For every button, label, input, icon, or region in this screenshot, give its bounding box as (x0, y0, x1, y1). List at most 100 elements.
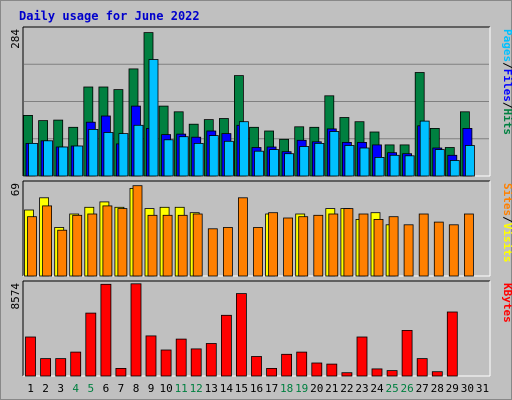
bar-kbytes-day-6 (100, 283, 112, 377)
bar-pages-day-9 (148, 59, 159, 177)
bar-sites-day-20 (313, 214, 324, 277)
bar-pages-day-28 (434, 149, 445, 177)
bar-sites-day-4 (72, 214, 83, 277)
bar-pages-day-1 (28, 142, 38, 177)
bar-kbytes-day-19 (296, 351, 308, 377)
panel-legend: KBytes (501, 283, 512, 323)
bar-sites-day-28 (433, 221, 444, 277)
bar-sites-day-3 (57, 229, 68, 277)
legend-entry: / (501, 62, 512, 69)
x-tick-label: 22 (340, 382, 353, 395)
bar-pages-day-13 (208, 135, 219, 177)
bar-sites-day-27 (418, 213, 429, 277)
bar-kbytes-day-8 (130, 283, 142, 377)
bar-pages-day-22 (344, 145, 355, 177)
bar-pages-day-3 (58, 146, 69, 177)
bar-kbytes-day-1 (25, 336, 36, 377)
bar-sites-day-7 (117, 208, 128, 277)
bar-kbytes-day-23 (356, 336, 368, 377)
x-tick-label: 23 (355, 382, 368, 395)
bar-kbytes-day-13 (205, 343, 217, 377)
x-tick-label: 30 (461, 382, 474, 395)
bar-sites-day-25 (388, 216, 399, 277)
bar-kbytes-day-28 (431, 371, 443, 377)
x-tick-label: 10 (159, 382, 172, 395)
bar-kbytes-day-17 (266, 367, 278, 377)
x-tick-label: 19 (295, 382, 308, 395)
x-tick-label: 5 (87, 382, 94, 395)
x-tick-label: 15 (235, 382, 248, 395)
bar-kbytes-day-15 (235, 293, 247, 377)
bar-sites-day-29 (448, 224, 459, 277)
bar-pages-day-27 (419, 120, 430, 177)
bar-pages-day-5 (88, 128, 99, 177)
chart-title: Daily usage for June 2022 (19, 9, 200, 23)
bar-kbytes-day-20 (311, 362, 323, 377)
x-axis-labels: 1 2 3 4 5 6 7 8 9 10 11 12 13 14 15 16 17 18 19 20 21 22 23 24 2… (27, 382, 489, 395)
bar-sites-day-26 (403, 224, 414, 277)
bar-kbytes-day-18 (281, 353, 293, 377)
panel-mid: 69 Sites/Visits (9, 180, 512, 277)
bar-sites-day-14 (222, 227, 233, 277)
bar-pages-day-19 (299, 146, 310, 177)
legend-entry: KBytes (501, 283, 512, 323)
bar-sites-day-23 (358, 213, 369, 277)
x-tick-label: 2 (42, 382, 49, 395)
panel-max-label: 69 (9, 183, 22, 196)
bar-pages-day-17 (269, 149, 280, 177)
bar-kbytes-day-26 (401, 329, 413, 377)
bar-pages-day-15 (238, 121, 249, 177)
panel-legend: Pages/Files/Hits (501, 29, 512, 135)
bar-kbytes-day-12 (190, 348, 202, 377)
bar-sites-day-16 (253, 227, 263, 277)
bar-sites-day-10 (162, 214, 173, 277)
x-tick-label: 25 (385, 382, 398, 395)
x-tick-label: 3 (57, 382, 64, 395)
x-tick-label: 31 (476, 382, 489, 395)
x-tick-label: 13 (205, 382, 218, 395)
x-tick-label: 17 (265, 382, 278, 395)
bar-sites-day-9 (147, 214, 158, 277)
bar-pages-day-23 (359, 147, 370, 177)
x-tick-label: 7 (118, 382, 125, 395)
series-pages (28, 59, 475, 177)
panel-legend: Sites/Visits (501, 183, 512, 263)
bar-pages-day-20 (314, 142, 325, 177)
legend-entry: Sites (501, 183, 512, 216)
x-tick-label: 27 (416, 382, 429, 395)
chart-panels: 284Pages/Files/Hits69Sites/Visits8574KBy… (9, 26, 512, 395)
bar-sites-day-21 (328, 213, 339, 277)
bar-pages-day-29 (449, 160, 460, 177)
bar-sites-day-19 (298, 216, 309, 277)
legend-entry: / (501, 216, 512, 223)
bar-kbytes-day-11 (175, 338, 187, 377)
bar-sites-day-17 (268, 212, 279, 277)
bar-kbytes-day-29 (446, 311, 458, 377)
x-tick-label: 16 (250, 382, 263, 395)
panel-max-label: 284 (9, 29, 22, 49)
bar-sites-day-1 (27, 216, 37, 277)
bar-sites-day-5 (87, 213, 98, 277)
bar-pages-day-25 (389, 154, 400, 177)
bar-kbytes-day-10 (160, 349, 172, 377)
bar-pages-day-4 (73, 145, 84, 177)
x-tick-label: 20 (310, 382, 323, 395)
bar-kbytes-day-4 (70, 351, 82, 377)
bar-pages-day-2 (43, 140, 53, 177)
bar-pages-day-21 (329, 131, 340, 177)
bar-sites-day-18 (283, 217, 294, 277)
bar-sites-day-12 (192, 213, 203, 277)
bar-sites-day-13 (207, 228, 218, 277)
bar-pages-day-30 (464, 145, 475, 177)
x-tick-label: 12 (190, 382, 203, 395)
bar-kbytes-day-24 (371, 368, 383, 377)
bar-kbytes-day-9 (145, 335, 157, 377)
x-tick-label: 21 (325, 382, 338, 395)
bar-pages-day-18 (284, 153, 295, 177)
bar-pages-day-26 (404, 155, 415, 177)
bar-pages-day-12 (193, 142, 204, 177)
legend-entry: Hits (501, 109, 512, 136)
series-kbytes (25, 283, 458, 377)
